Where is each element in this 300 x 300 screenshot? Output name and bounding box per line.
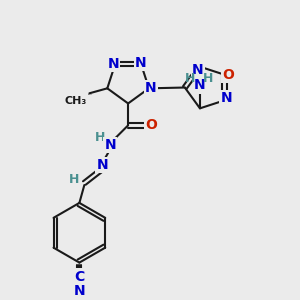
Text: CH₃: CH₃: [64, 96, 86, 106]
Text: N: N: [194, 79, 206, 92]
Text: N: N: [145, 81, 157, 95]
Text: N: N: [107, 57, 119, 71]
Text: N: N: [220, 92, 232, 105]
Text: H: H: [185, 72, 195, 85]
Text: C: C: [74, 269, 85, 284]
Text: N: N: [104, 138, 116, 152]
Text: N: N: [74, 284, 85, 298]
Text: N: N: [192, 63, 204, 77]
Text: methyl: methyl: [87, 94, 92, 95]
Text: O: O: [145, 118, 157, 132]
Text: O: O: [222, 68, 234, 82]
Text: N: N: [135, 56, 147, 70]
Text: N: N: [96, 158, 108, 172]
Text: H: H: [69, 172, 80, 185]
Text: H: H: [203, 72, 213, 85]
Text: H: H: [95, 131, 106, 144]
